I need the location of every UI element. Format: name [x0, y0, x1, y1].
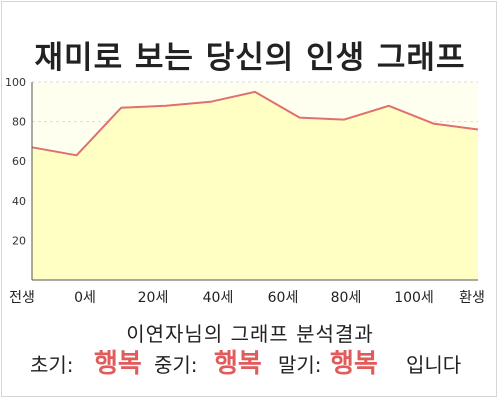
x-tick-labels: 전생 0세 20세 40세 60세 80세 100세 환생: [9, 290, 485, 306]
y-tick-label-20: 20: [12, 234, 26, 247]
chart-title: 재미로 보는 당신의 인생 그래프: [34, 40, 466, 76]
series-line: [31, 90, 479, 157]
x-tick-label: 80세: [331, 290, 362, 306]
y-tick-label-100: 100: [5, 76, 26, 89]
early-label: 초기:: [30, 353, 74, 377]
x-tick-label: 20세: [138, 290, 169, 306]
result-summary: 초기: 행복 중기: 행복 말기: 행복 입니다: [0, 343, 500, 383]
x-tick-label: 0세: [74, 290, 96, 306]
x-tick-label: 40세: [203, 290, 234, 306]
x-tick-label: 전생: [9, 290, 35, 306]
middle-value: 행복: [214, 349, 262, 379]
series-line-layer: [31, 90, 479, 157]
y-tick-label-40: 40: [12, 195, 26, 208]
result-ending: 입니다: [406, 353, 462, 377]
late-value: 행복: [330, 349, 378, 379]
y-tick-labels: 20 40 60 80 100: [5, 76, 26, 247]
y-tick-label-60: 60: [12, 155, 26, 168]
late-label: 말기:: [278, 353, 322, 377]
area-fill: [32, 91, 478, 281]
x-tick-label: 환생: [459, 290, 485, 306]
y-tick-label-80: 80: [12, 116, 26, 129]
early-value: 행복: [94, 349, 142, 379]
result-title: 이연자님의 그래프 분석결과: [126, 322, 374, 346]
x-tick-label: 100세: [394, 290, 434, 306]
axis-layer: [31, 82, 478, 281]
x-tick-label: 60세: [268, 290, 299, 306]
middle-label: 중기:: [154, 353, 198, 377]
